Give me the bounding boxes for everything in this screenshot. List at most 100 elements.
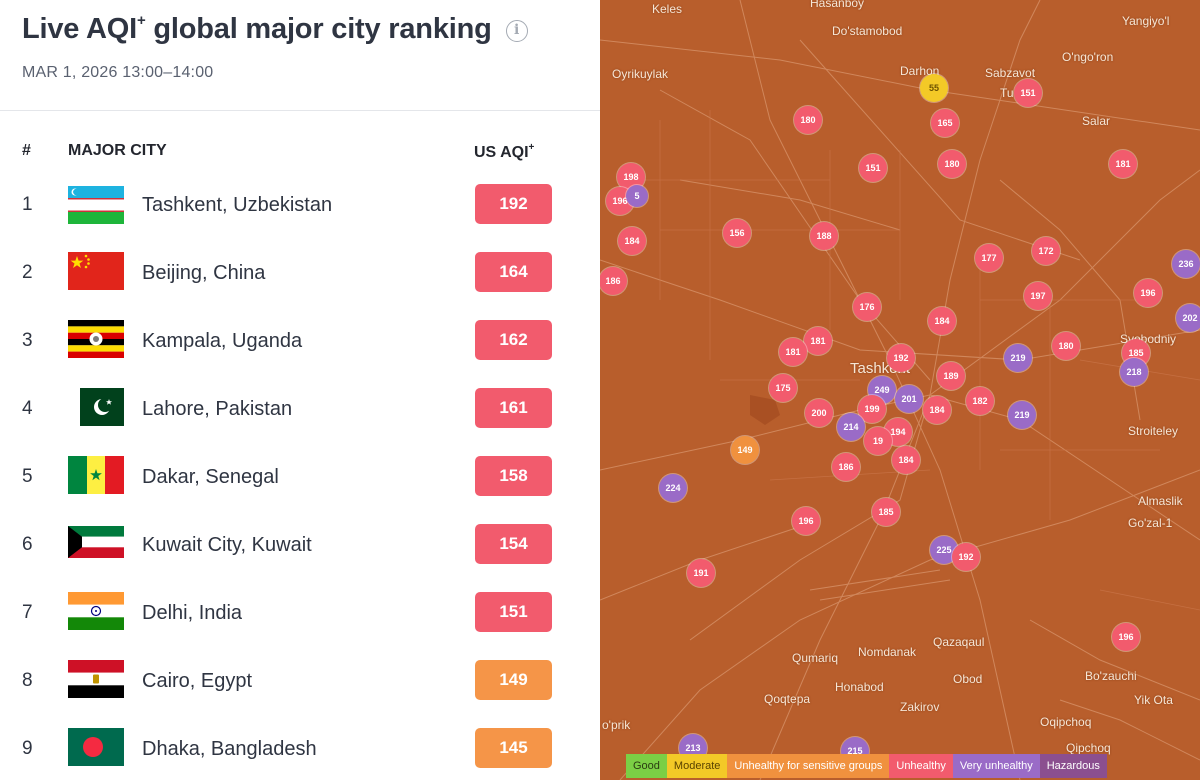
city-name[interactable]: Kuwait City, Kuwait (142, 534, 312, 556)
aqi-marker[interactable]: 191 (687, 559, 715, 587)
aqi-marker[interactable]: 175 (769, 374, 797, 402)
column-header-aqi: US AQI+ (474, 142, 534, 162)
bangladesh-flag-icon (68, 728, 124, 766)
aqi-marker[interactable]: 156 (723, 219, 751, 247)
aqi-marker[interactable]: 188 (810, 222, 838, 250)
aqi-marker[interactable]: 180 (794, 106, 822, 134)
aqi-marker[interactable]: 192 (952, 543, 980, 571)
aqi-map[interactable]: Keles Hasanboy Do'stamobod Yangiyo'l O'n… (600, 0, 1200, 780)
table-row[interactable]: 1 Tashkent, Uzbekistan 192 (0, 172, 600, 240)
aqi-badge[interactable]: 164 (475, 252, 552, 292)
city-name[interactable]: Kampala, Uganda (142, 330, 303, 352)
aqi-marker[interactable]: 185 (872, 498, 900, 526)
legend-sensitive: Unhealthy for sensitive groups (727, 754, 890, 778)
legend-unhealthy: Unhealthy (889, 754, 953, 778)
table-row[interactable]: 4 Lahore, Pakistan 161 (0, 376, 600, 444)
page-title: Live AQI+ global major city ranking i (22, 12, 528, 46)
aqi-marker[interactable]: 196 (1134, 279, 1162, 307)
rank-number: 9 (22, 738, 33, 759)
title-rest: global major city ranking (145, 13, 492, 45)
place-label: Hasanboy (810, 0, 865, 10)
aqi-marker[interactable]: 196 (1112, 623, 1140, 651)
city-name[interactable]: Cairo, Egypt (142, 670, 253, 692)
aqi-marker[interactable]: 181 (1109, 150, 1137, 178)
city-name[interactable]: Tashkent, Uzbekistan (142, 194, 333, 216)
rank-number: 4 (22, 398, 33, 419)
aqi-marker[interactable]: 172 (1032, 237, 1060, 265)
aqi-marker[interactable]: 5 (626, 185, 648, 207)
place-label: Nomdanak (858, 645, 917, 659)
aqi-header-superscript: + (528, 142, 535, 153)
aqi-marker[interactable]: 184 (892, 446, 920, 474)
rank-number: 2 (22, 262, 33, 283)
aqi-marker[interactable]: 181 (804, 327, 832, 355)
aqi-badge[interactable]: 145 (475, 728, 552, 768)
table-row[interactable]: 2 Beijing, China 164 (0, 240, 600, 308)
place-label: Qipchoq (1066, 741, 1111, 755)
city-name[interactable]: Beijing, China (142, 262, 266, 284)
aqi-marker[interactable]: 218 (1120, 358, 1148, 386)
aqi-badge[interactable]: 162 (475, 320, 552, 360)
table-row[interactable]: 5 Dakar, Senegal 158 (0, 444, 600, 512)
aqi-marker[interactable]: 165 (931, 109, 959, 137)
table-row[interactable]: 9 Dhaka, Bangladesh 145 (0, 716, 600, 780)
aqi-marker[interactable]: 186 (600, 267, 627, 295)
rank-number: 6 (22, 534, 33, 555)
aqi-marker[interactable]: 224 (659, 474, 687, 502)
place-label: Keles (652, 2, 683, 16)
table-row[interactable]: 3 Kampala, Uganda 162 (0, 308, 600, 376)
city-name[interactable]: Delhi, India (142, 602, 243, 624)
aqi-marker[interactable]: 201 (895, 385, 923, 413)
rank-number: 3 (22, 330, 33, 351)
aqi-marker[interactable]: 151 (859, 154, 887, 182)
aqi-marker[interactable]: 184 (618, 227, 646, 255)
column-header-city: MAJOR CITY (68, 142, 167, 159)
aqi-marker[interactable]: 177 (975, 244, 1003, 272)
aqi-badge[interactable]: 151 (475, 592, 552, 632)
aqi-marker[interactable]: 176 (853, 293, 881, 321)
uzbekistan-flag-icon (68, 186, 124, 224)
aqi-marker[interactable]: 19 (864, 427, 892, 455)
table-row[interactable]: 8 Cairo, Egypt 149 (0, 648, 600, 716)
place-label: Zakirov (900, 700, 940, 714)
aqi-marker[interactable]: 180 (938, 150, 966, 178)
aqi-marker[interactable]: 180 (1052, 332, 1080, 360)
aqi-marker[interactable]: 197 (1024, 282, 1052, 310)
aqi-marker[interactable]: 214 (837, 413, 865, 441)
aqi-marker[interactable]: 196 (792, 507, 820, 535)
aqi-marker[interactable]: 184 (928, 307, 956, 335)
legend-hazardous: Hazardous (1039, 754, 1107, 778)
aqi-marker[interactable]: 55 (920, 74, 948, 102)
aqi-marker[interactable]: 149 (731, 436, 759, 464)
aqi-marker[interactable]: 181 (779, 338, 807, 366)
aqi-marker[interactable]: 200 (805, 399, 833, 427)
aqi-badge[interactable]: 161 (475, 388, 552, 428)
place-label: Yangiyo'l (1122, 14, 1170, 28)
aqi-badge[interactable]: 154 (475, 524, 552, 564)
table-row[interactable]: 7 Delhi, India 151 (0, 580, 600, 648)
table-row[interactable]: 6 Kuwait City, Kuwait 154 (0, 512, 600, 580)
aqi-badge[interactable]: 192 (475, 184, 552, 224)
aqi-badge[interactable]: 149 (475, 660, 552, 700)
aqi-marker[interactable]: 192 (887, 344, 915, 372)
aqi-marker[interactable]: 186 (832, 453, 860, 481)
title-superscript: + (136, 12, 146, 29)
city-name[interactable]: Dhaka, Bangladesh (142, 738, 317, 760)
aqi-marker[interactable]: 236 (1172, 250, 1200, 278)
aqi-marker[interactable]: 202 (1176, 304, 1200, 332)
aqi-marker[interactable]: 182 (966, 387, 994, 415)
aqi-marker[interactable]: 151 (1014, 79, 1042, 107)
rank-number: 1 (22, 194, 33, 215)
place-label: Tu (1000, 86, 1014, 100)
aqi-marker[interactable]: 219 (1008, 401, 1036, 429)
aqi-marker[interactable]: 219 (1004, 344, 1032, 372)
place-label: Honabod (835, 680, 884, 694)
info-icon[interactable]: i (505, 20, 528, 42)
city-name[interactable]: Lahore, Pakistan (142, 398, 293, 420)
aqi-badge[interactable]: 158 (475, 456, 552, 496)
aqi-marker[interactable]: 189 (937, 362, 965, 390)
city-name[interactable]: Dakar, Senegal (142, 466, 279, 488)
india-flag-icon (68, 592, 124, 630)
aqi-marker[interactable]: 184 (923, 396, 951, 424)
title-main: Live AQI (22, 13, 137, 45)
